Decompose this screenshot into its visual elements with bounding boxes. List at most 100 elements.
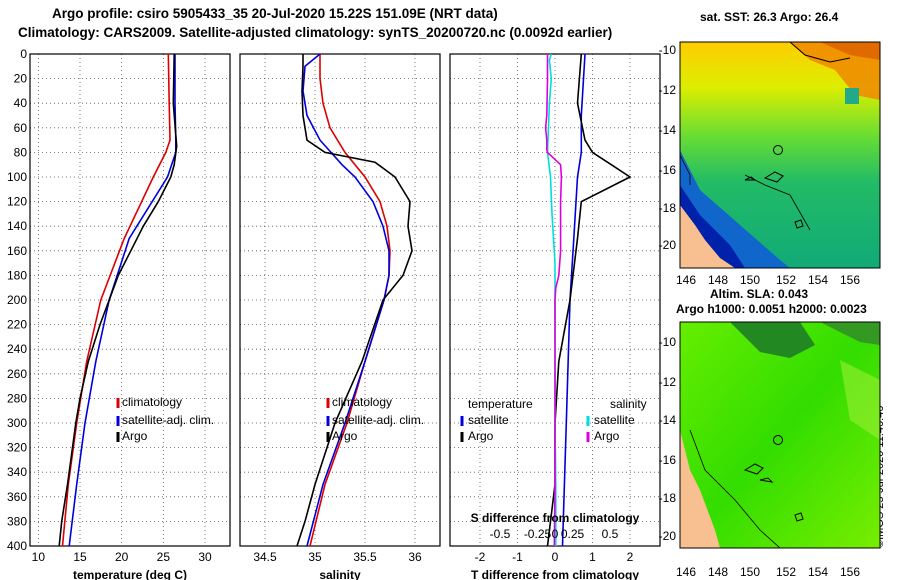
sla-map-title-1: Altim. SLA: 0.043 — [710, 287, 809, 301]
panel-frame — [239, 53, 441, 547]
legend-label: satellite — [594, 413, 635, 427]
sla-map-title-2: Argo h1000: 0.0051 h2000: 0.0023 — [676, 302, 867, 316]
y-tick-label: 380 — [7, 514, 27, 528]
sla-lat-tick: -10 — [659, 335, 677, 349]
sla-lat-tick: -18 — [659, 491, 677, 505]
legend-label: Argo — [122, 429, 148, 443]
y-tick-label: 360 — [7, 490, 27, 504]
title-line-2: Climatology: CARS2009. Satellite-adjuste… — [18, 25, 613, 40]
x-tick-label: -2 — [475, 550, 486, 564]
y-tick-label: 60 — [14, 121, 28, 135]
sst-lat-tick: -14 — [659, 123, 677, 137]
sst-lon-tick: 146 — [676, 273, 696, 287]
sst-map — [680, 42, 880, 268]
series-line-argo — [58, 53, 178, 547]
sla-lat-tick: -12 — [659, 375, 677, 389]
y-tick-label: 320 — [7, 441, 27, 455]
y-tick-label: 40 — [14, 96, 28, 110]
legend-label: climatology — [332, 395, 392, 409]
sst-lat-tick: -18 — [659, 201, 677, 215]
sst-lat-tick: -10 — [659, 43, 677, 57]
x-tick-label: -1 — [512, 550, 523, 564]
top-axis-label: S difference from climatology — [471, 511, 640, 525]
x-tick-label: 34.5 — [253, 550, 277, 564]
sla-lat-tick: -20 — [659, 529, 677, 543]
top-tick-label: 0.5 — [602, 527, 619, 541]
legend-label: satellite-adj. clim. — [122, 413, 214, 427]
sst-lon-tick: 150 — [740, 273, 760, 287]
x-tick-label: 0 — [552, 550, 559, 564]
x-tick-label: 20 — [115, 550, 129, 564]
sst-map-frame — [679, 41, 881, 269]
x-axis-label: salinity — [319, 568, 361, 580]
legend-title-salinity: salinity — [610, 397, 647, 411]
legend-label: Argo — [468, 429, 494, 443]
series-line-satellite-adj-clim- — [302, 53, 390, 547]
legend-label: Argo — [594, 429, 620, 443]
sst-lon-tick: 148 — [708, 273, 728, 287]
sla-map — [680, 322, 880, 548]
x-tick-label: 30 — [198, 550, 212, 564]
x-axis-label: temperature (deg C) — [73, 568, 187, 580]
top-tick-label: 0.25 — [561, 527, 585, 541]
x-tick-label: 15 — [73, 550, 87, 564]
y-tick-label: 260 — [7, 367, 27, 381]
y-tick-label: 80 — [14, 145, 28, 159]
legend-title-temperature: temperature — [468, 397, 533, 411]
sst-lat-tick: -20 — [659, 238, 677, 252]
top-tick-label: -0.5 — [490, 527, 511, 541]
title-line-1: Argo profile: csiro 5905433_35 20-Jul-20… — [52, 6, 498, 21]
y-tick-label: 100 — [7, 170, 27, 184]
y-tick-label: 160 — [7, 244, 27, 258]
sla-lat-tick: -14 — [659, 413, 677, 427]
y-tick-label: 220 — [7, 318, 27, 332]
series-line-temperature-argo — [546, 53, 632, 547]
series-line-climatology — [61, 53, 171, 547]
sla-lon-tick: 150 — [740, 565, 760, 579]
y-tick-label: 300 — [7, 416, 27, 430]
x-tick-label: 25 — [157, 550, 171, 564]
sla-lon-tick: 148 — [708, 565, 728, 579]
y-tick-label: 200 — [7, 293, 27, 307]
top-tick-label: -0.25 — [524, 527, 552, 541]
sla-lon-tick: 146 — [676, 565, 696, 579]
y-tick-label: 340 — [7, 465, 27, 479]
legend-label: satellite-adj. clim. — [332, 413, 424, 427]
top-tick-label: 0 — [552, 527, 559, 541]
y-tick-label: 280 — [7, 391, 27, 405]
y-tick-label: 20 — [14, 72, 28, 86]
x-tick-label: 2 — [627, 550, 634, 564]
series-line-temperature-satellite — [561, 53, 586, 547]
legend-label: satellite — [468, 413, 509, 427]
series-line-climatology — [309, 54, 391, 547]
x-tick-label: 36 — [408, 550, 422, 564]
legend-label: Argo — [332, 429, 358, 443]
sst-lon-tick: 156 — [840, 273, 860, 287]
series-line-argo — [296, 54, 413, 547]
sla-lon-tick: 154 — [808, 565, 828, 579]
y-tick-label: 400 — [7, 539, 27, 553]
x-tick-label: 1 — [589, 550, 596, 564]
sla-lon-tick: 152 — [776, 565, 796, 579]
x-tick-label: 35 — [308, 550, 322, 564]
series-line-salinity-argo — [544, 54, 563, 547]
x-tick-label: 35.5 — [353, 550, 377, 564]
y-tick-label: 240 — [7, 342, 27, 356]
sla-lon-tick: 156 — [840, 565, 860, 579]
y-tick-label: 140 — [7, 219, 27, 233]
x-tick-label: 10 — [32, 550, 46, 564]
y-tick-label: 120 — [7, 195, 27, 209]
sla-lat-tick: -16 — [659, 453, 677, 467]
sst-map-title: sat. SST: 26.3 Argo: 26.4 — [700, 10, 839, 24]
legend-label: climatology — [122, 395, 182, 409]
y-tick-label: 0 — [20, 47, 27, 61]
sla-map-frame — [679, 321, 881, 549]
y-tick-label: 180 — [7, 268, 27, 282]
sst-lat-tick: -12 — [659, 83, 677, 97]
x-axis-label: T difference from climatology — [471, 568, 639, 580]
sst-lon-tick: 152 — [776, 273, 796, 287]
sst-lat-tick: -16 — [659, 163, 677, 177]
sst-lon-tick: 154 — [808, 273, 828, 287]
panel-frame — [29, 53, 231, 547]
